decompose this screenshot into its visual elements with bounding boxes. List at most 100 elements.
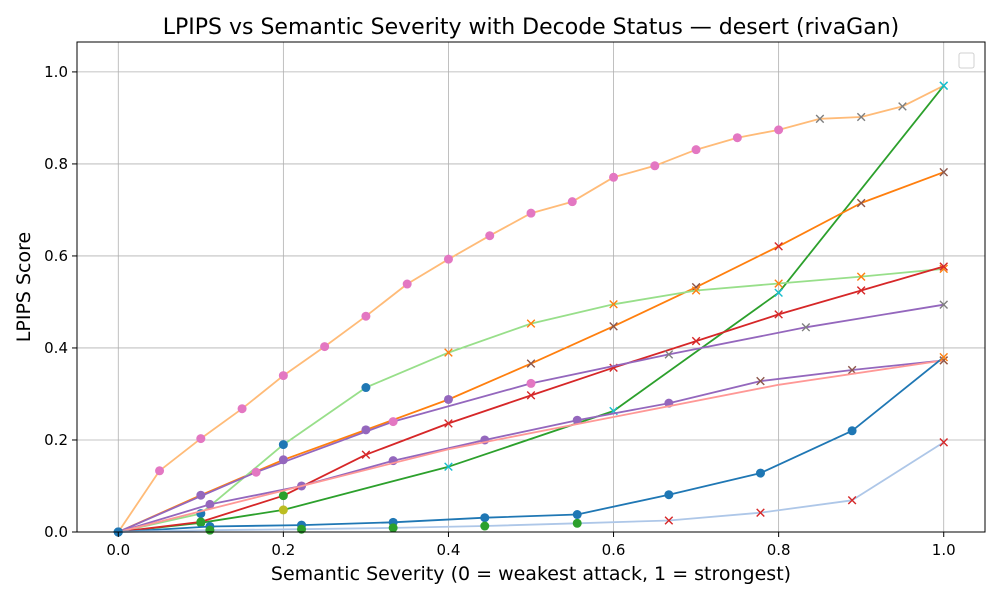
series-3 xyxy=(113,264,949,537)
series-1 xyxy=(113,81,949,537)
data-point xyxy=(388,523,398,533)
series-0 xyxy=(113,81,949,537)
data-point-cross xyxy=(444,348,453,357)
data-point xyxy=(196,517,206,527)
data-point-cross xyxy=(756,508,765,517)
data-point-cross xyxy=(815,114,825,124)
data-point-cross xyxy=(847,365,857,375)
data-point xyxy=(755,468,765,478)
data-point-cross xyxy=(856,112,866,122)
data-point xyxy=(155,466,165,476)
y-tick-label: 0.4 xyxy=(44,339,68,357)
data-point-cross xyxy=(609,299,618,309)
data-point xyxy=(237,404,247,414)
data-point-cross xyxy=(526,319,536,328)
y-tick-label: 0.8 xyxy=(44,155,68,173)
data-point xyxy=(443,394,453,404)
data-point-cross xyxy=(691,336,701,346)
data-point-cross xyxy=(526,391,536,400)
data-point xyxy=(278,491,288,501)
data-point xyxy=(361,311,371,321)
data-point xyxy=(278,505,288,515)
series-line xyxy=(118,85,945,533)
data-point xyxy=(278,440,288,450)
data-point-cross xyxy=(856,198,866,208)
data-point-cross xyxy=(609,322,618,331)
data-point-cross xyxy=(898,102,907,111)
x-tick-label: 0.0 xyxy=(106,541,130,559)
data-point-cross xyxy=(856,286,866,295)
data-point-cross xyxy=(526,359,536,368)
y-tick-label: 1.0 xyxy=(44,63,68,81)
data-point xyxy=(251,467,261,477)
data-point xyxy=(278,371,288,381)
data-point xyxy=(388,417,398,427)
data-point-cross xyxy=(856,272,866,281)
data-point-cross xyxy=(361,450,371,459)
data-point xyxy=(320,342,330,352)
x-tick-label: 0.6 xyxy=(602,541,626,559)
series-4 xyxy=(113,262,949,537)
data-point xyxy=(480,513,490,523)
data-point-cross xyxy=(939,167,949,177)
series-line xyxy=(118,265,944,533)
data-point-cross xyxy=(774,279,783,288)
data-point-cross xyxy=(444,419,453,428)
data-point-cross xyxy=(939,352,949,362)
data-point xyxy=(485,231,495,241)
series-line xyxy=(118,267,944,533)
data-point xyxy=(567,197,577,207)
data-point xyxy=(526,208,536,218)
series-9 xyxy=(113,437,949,537)
data-point-cross xyxy=(691,286,701,295)
data-point xyxy=(732,133,742,143)
data-point xyxy=(361,383,371,393)
series-line xyxy=(118,356,945,533)
data-point xyxy=(205,525,215,535)
data-point xyxy=(664,490,674,500)
chart-title: LPIPS vs Semantic Severity with Decode S… xyxy=(163,15,899,40)
data-point xyxy=(205,499,215,509)
y-tick-label: 0.2 xyxy=(44,431,68,449)
data-point xyxy=(691,145,701,155)
series-line xyxy=(118,441,945,533)
data-point-cross xyxy=(939,81,949,91)
x-tick-label: 0.4 xyxy=(437,541,461,559)
data-point xyxy=(774,125,784,135)
ticks: 0.0 0.2 0.4 0.6 0.8 1.0 0.0 0.2 0.4 0.6 0.8 1.0 xyxy=(44,63,956,559)
data-point xyxy=(443,254,453,264)
data-point xyxy=(480,521,490,531)
data-point xyxy=(297,524,307,534)
data-point xyxy=(572,415,582,425)
legend-box xyxy=(958,52,975,69)
y-axis-label: LPIPS Score xyxy=(13,232,35,342)
series-line xyxy=(117,84,945,533)
series-line xyxy=(118,359,944,533)
data-point xyxy=(572,518,582,528)
data-point xyxy=(650,161,660,171)
data-point xyxy=(847,426,857,436)
y-tick-label: 0.0 xyxy=(44,523,68,541)
series-line xyxy=(118,359,944,533)
data-point xyxy=(526,378,536,388)
data-point-cross xyxy=(774,310,783,319)
data-point-cross xyxy=(774,288,783,298)
data-point-cross xyxy=(756,376,765,386)
x-tick-label: 0.2 xyxy=(271,541,295,559)
data-point xyxy=(572,510,582,520)
series-layer xyxy=(113,81,949,537)
plot-frame xyxy=(76,41,986,533)
data-point-cross xyxy=(664,350,674,359)
data-point-cross xyxy=(847,495,857,505)
data-point-cross xyxy=(444,462,453,471)
data-point-cross xyxy=(939,300,949,310)
data-point-cross xyxy=(664,516,674,525)
x-tick-label: 0.8 xyxy=(767,541,791,559)
data-point xyxy=(402,279,412,289)
data-point-cross xyxy=(939,437,949,447)
data-point xyxy=(196,434,206,444)
data-point-cross xyxy=(939,356,949,365)
data-point-cross xyxy=(774,241,783,251)
data-point-cross xyxy=(801,322,811,332)
